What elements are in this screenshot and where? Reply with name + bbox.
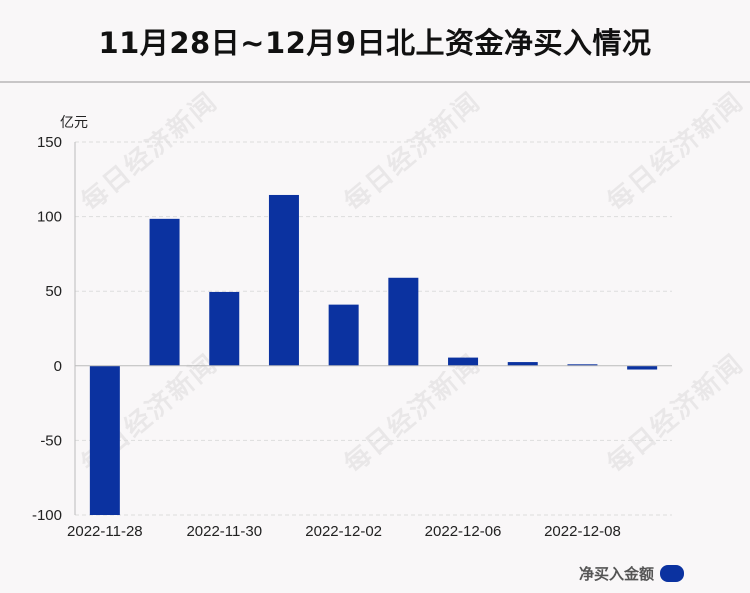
- x-tick-label: 2022-11-28: [67, 523, 143, 540]
- bar: [388, 277, 419, 366]
- x-tick-label: 2022-11-30: [186, 523, 262, 540]
- bar: [268, 194, 299, 366]
- bar: [448, 357, 479, 366]
- bar: [627, 365, 658, 370]
- x-tick-label: 2022-12-02: [305, 523, 382, 540]
- y-axis-unit-label: 亿元: [60, 115, 88, 131]
- chart-title: 11月28日~12月9日北上资金净买入情况: [98, 25, 652, 60]
- bar: [507, 362, 538, 366]
- y-tick-label: 0: [54, 358, 62, 375]
- y-tick-label: 100: [37, 209, 62, 226]
- bar: [328, 304, 359, 366]
- y-tick-label: -100: [32, 507, 62, 524]
- legend-swatch: [660, 565, 684, 582]
- y-tick-label: 150: [37, 134, 62, 151]
- bar: [567, 364, 598, 366]
- y-tick-label: -50: [40, 432, 62, 449]
- bar: [89, 365, 120, 515]
- bar: [209, 291, 240, 366]
- legend: 净买入金额: [579, 563, 684, 584]
- bar: [149, 218, 180, 366]
- x-tick-label: 2022-12-06: [425, 523, 502, 540]
- y-tick-label: 50: [45, 283, 62, 300]
- legend-label: 净买入金额: [578, 565, 654, 583]
- title-bar: 11月28日~12月9日北上资金净买入情况: [0, 0, 750, 83]
- x-tick-label: 2022-12-08: [544, 523, 621, 540]
